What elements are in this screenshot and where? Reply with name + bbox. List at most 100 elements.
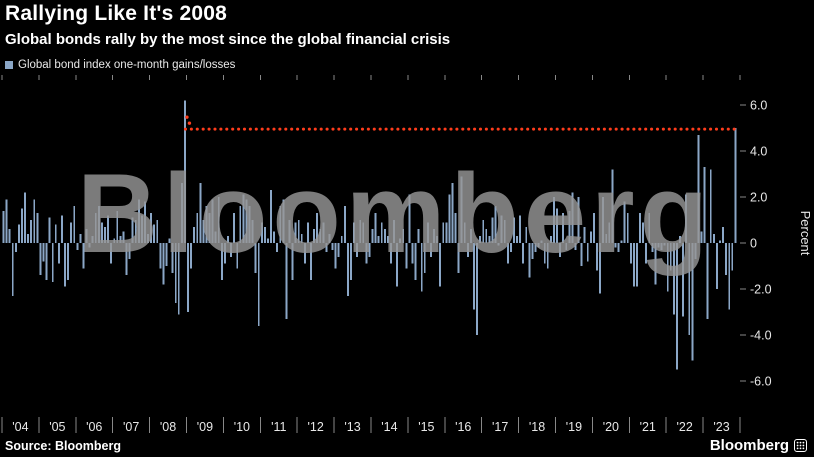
x-axis-year-label: '10 [234,420,250,434]
bar-month [346,243,349,296]
bar-month [583,226,586,243]
bar-month [300,233,303,243]
x-axis-year-label: '12 [308,420,324,434]
bar-month [131,217,134,243]
bar-month [697,134,700,243]
bloomberg-terminal-key-icon [794,439,807,452]
bar-month [562,213,565,243]
bar-month [254,243,257,273]
x-axis-year-label: '21 [640,420,656,434]
bar-month [503,220,506,243]
bar-month [239,206,242,243]
bar-month [399,238,402,243]
bar-month [30,220,33,243]
bar-month [629,243,632,264]
bar-month [24,192,26,243]
bar-month [171,243,174,273]
bar-month [233,213,236,243]
bar-month [76,243,79,250]
bar-month [543,243,546,264]
bar-month [110,243,113,264]
bar-month [679,236,681,243]
bar-month [11,243,14,296]
bar-month [420,243,423,292]
bar-month [666,243,669,292]
x-axis-year-label: '09 [197,420,213,434]
bar-month [725,243,728,276]
chart-title: Rallying Like It's 2008 [5,2,228,25]
bar-month [473,243,475,310]
bar-month [310,243,312,280]
bar-month [531,243,534,260]
bar-month [343,206,346,243]
bar-month [549,236,552,243]
bar-month [393,220,395,243]
bar-month [134,220,137,243]
bar-month [33,199,36,243]
bar-month [288,220,291,243]
bar-month [642,222,645,243]
bar-month [374,213,377,243]
bar-month [353,222,355,243]
x-axis-year-label: '14 [381,420,397,434]
bar-month [546,243,549,269]
bar-month [79,233,82,243]
bar-month [602,197,605,243]
bar-month [73,206,76,243]
bar-month [377,236,380,243]
bar-month [528,243,531,278]
bar-month [248,206,251,243]
bar-month [703,167,706,243]
bar-month [648,213,651,243]
bar-month [211,199,214,243]
bar-month [734,128,737,243]
chart-subtitle: Global bonds rally by the most since the… [5,31,451,48]
bar-month [608,222,611,243]
bar-month [728,243,731,310]
bar-month [116,210,119,243]
bar-month [494,206,497,243]
bar-month [183,100,186,244]
bar-month [509,243,512,253]
bar-month [482,220,485,243]
x-axis-year-label: '15 [418,420,434,434]
bar-month [356,243,359,257]
bar-month [282,199,285,243]
bar-month [429,243,432,257]
bar-month [390,243,392,264]
bar-month [260,222,263,243]
bar-month [672,243,675,315]
bar-month [303,243,306,264]
bar-month [276,243,279,253]
bar-month [337,243,340,257]
bar-month [48,217,51,243]
x-axis-year-label: '07 [123,420,139,434]
bar-month [405,243,408,269]
bar-month [660,243,663,250]
bar-month [485,229,488,243]
bar-month [162,243,165,285]
bar-month [596,243,598,271]
bar-month [445,222,448,243]
bar-month [556,208,558,243]
bar-month [586,243,589,262]
bar-month [712,233,715,243]
bar-month [565,243,568,250]
bar-month [362,222,365,243]
y-axis-tick-label: -4.0 [750,329,772,343]
bar-month [205,206,208,243]
bar-month [380,222,383,243]
x-axis-year-label: '11 [271,420,286,434]
bar-month [688,243,691,335]
bar-month [497,243,500,246]
bar-month [605,233,608,243]
legend-swatch-icon [5,61,13,69]
bar-month [60,215,63,243]
bar-month [21,208,23,243]
bar-month [128,243,131,260]
bar-month [306,222,309,243]
bar-month [626,213,629,243]
bar-month [350,243,352,280]
